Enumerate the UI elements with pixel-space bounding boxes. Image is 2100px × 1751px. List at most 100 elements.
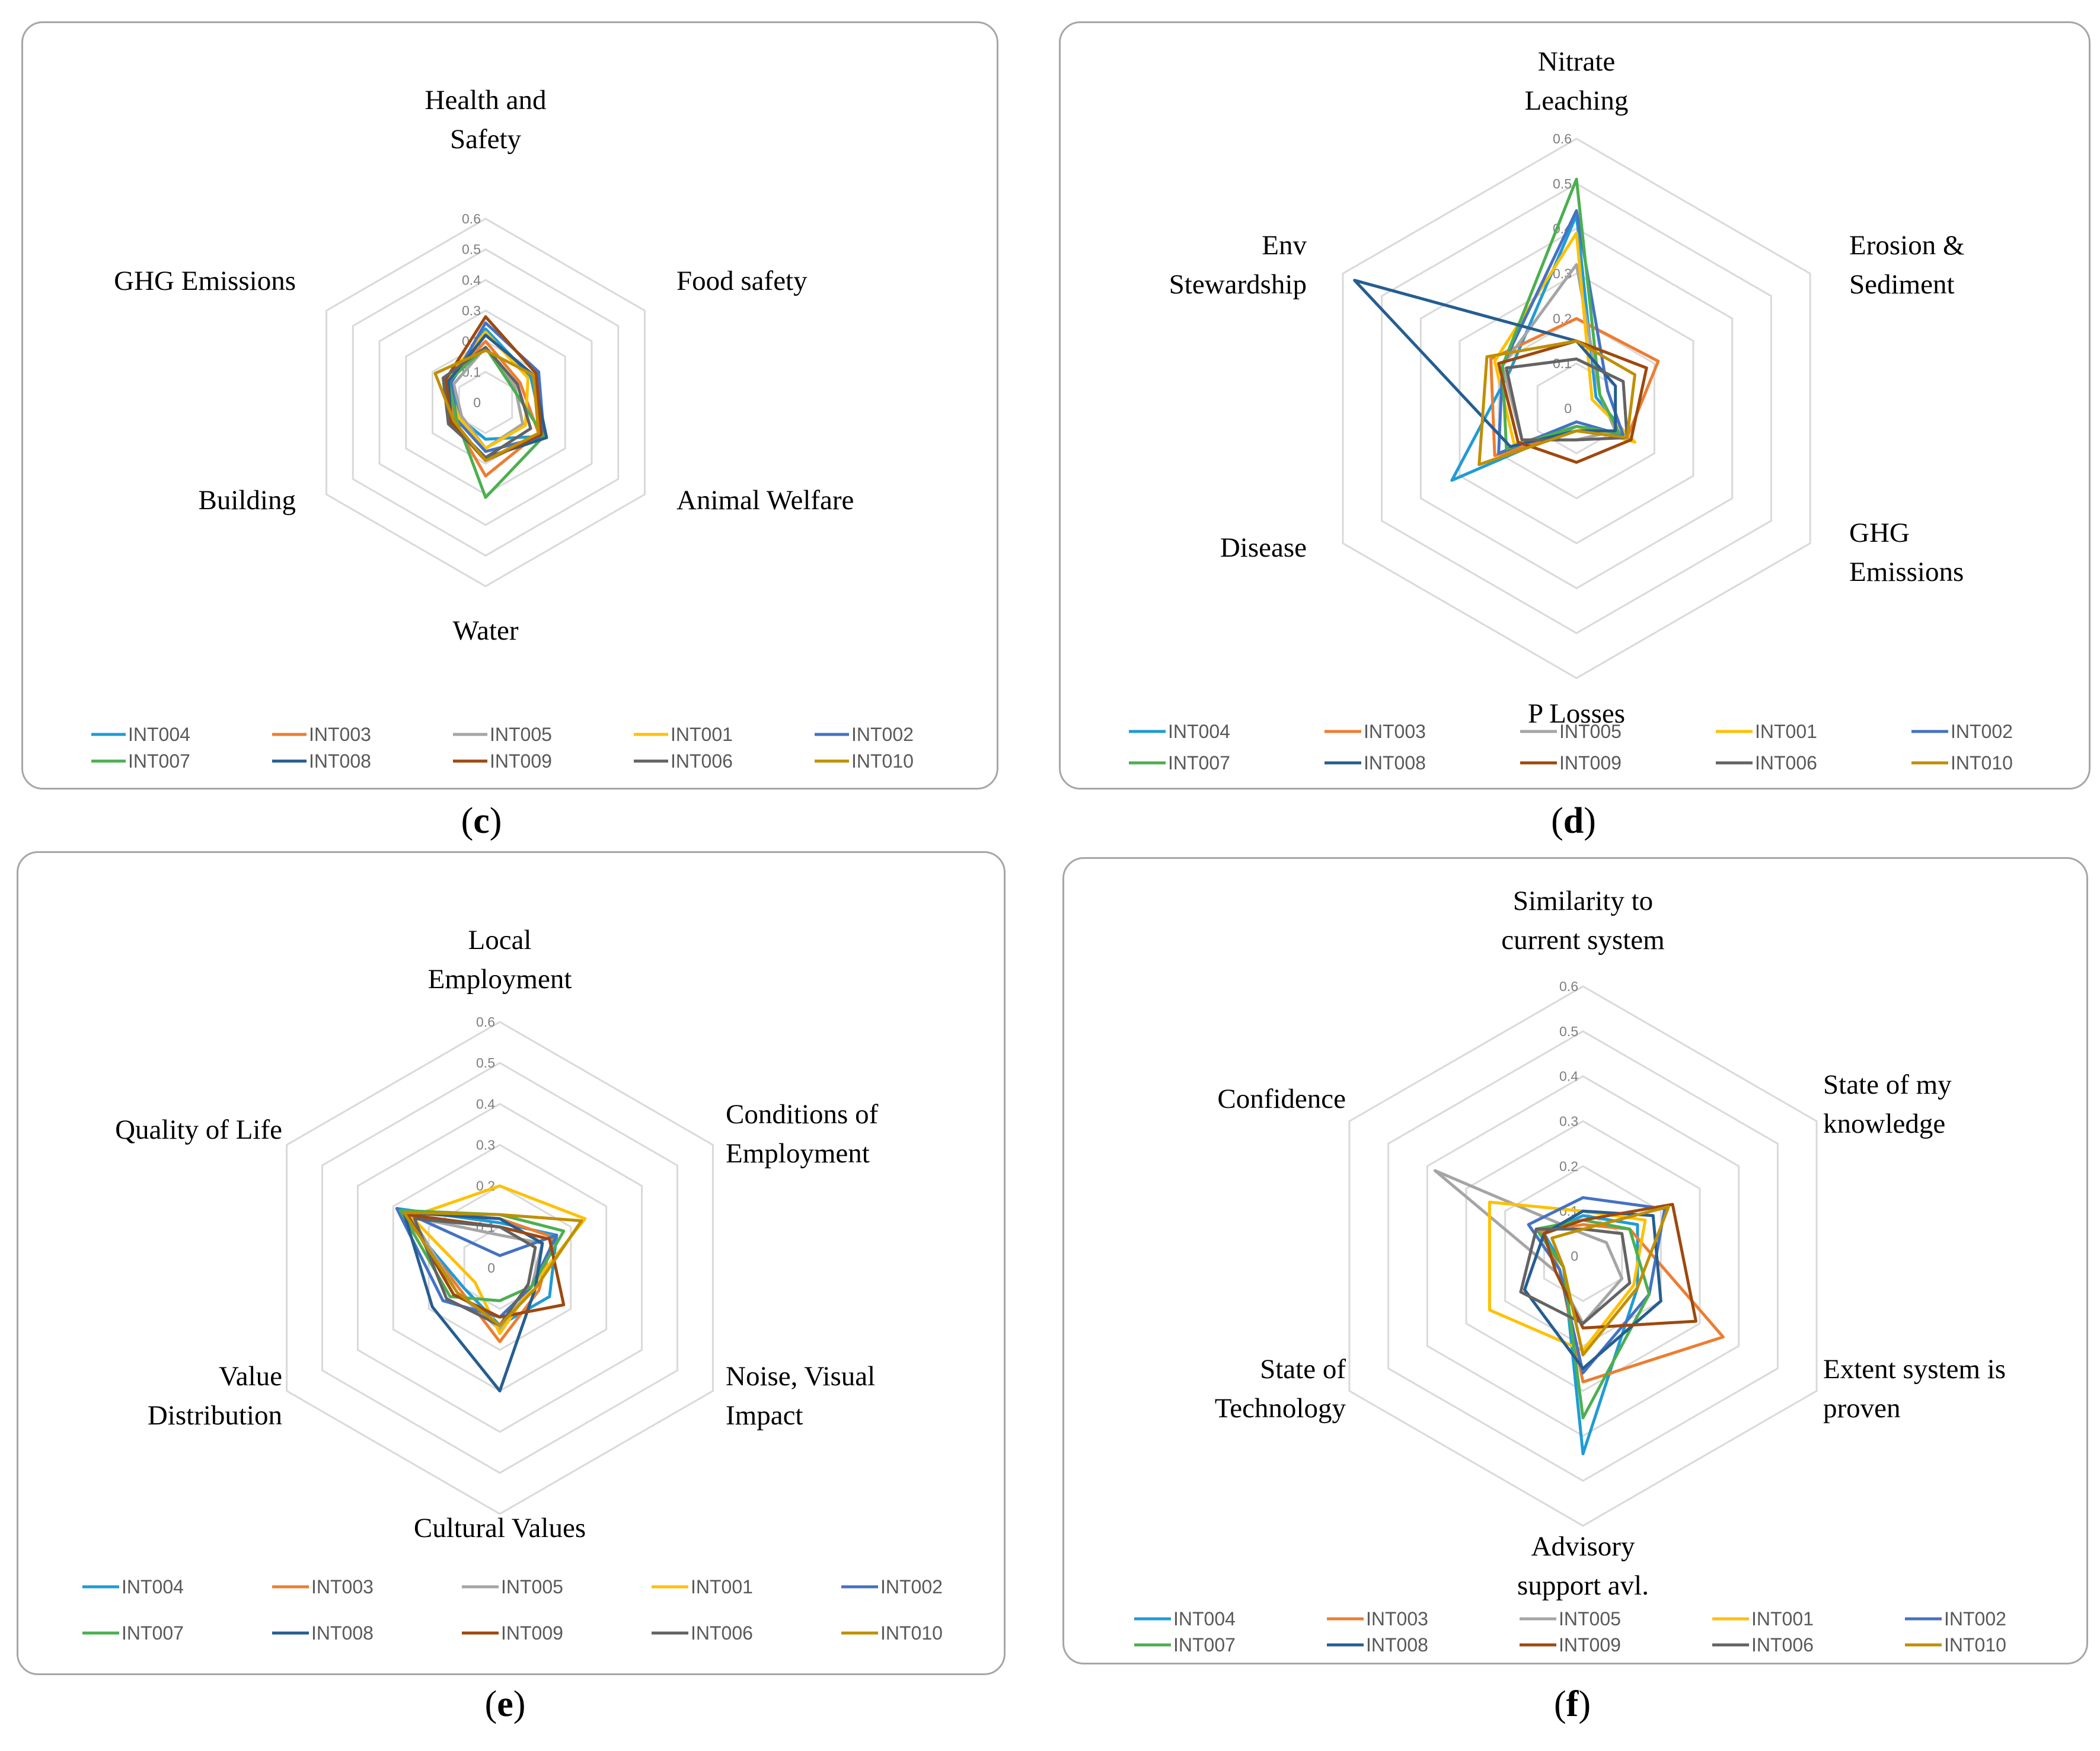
axis-label-conditions-of-employment: Conditions of Employment xyxy=(726,1099,879,1169)
caption-e: (e) xyxy=(484,1684,526,1724)
tick-label: 0.4 xyxy=(462,272,481,287)
tick-label: 0.3 xyxy=(476,1137,495,1153)
grid-ring xyxy=(1426,1075,1740,1437)
legend-label: INT006 xyxy=(691,1622,753,1644)
tick-label: 0.6 xyxy=(462,211,481,226)
legend-label: INT002 xyxy=(1951,721,2013,742)
grid-ring xyxy=(378,279,593,526)
tick-label: 0.4 xyxy=(1559,1069,1578,1084)
grid-ring xyxy=(1381,183,1772,634)
axis-label-erosion-sediment: Erosion & Sediment xyxy=(1849,230,1965,300)
tick-label: 0.2 xyxy=(1559,1158,1578,1174)
legend-label: INT004 xyxy=(1173,1608,1236,1629)
legend-label: INT004 xyxy=(122,1576,184,1597)
legend-label: INT009 xyxy=(1559,1634,1621,1656)
legend-label: INT003 xyxy=(1364,721,1426,742)
grid-ring xyxy=(1458,272,1694,545)
legend-label: INT007 xyxy=(1173,1634,1236,1656)
legend-label: INT002 xyxy=(851,724,914,745)
tick-label: 0.5 xyxy=(1553,176,1572,191)
axis-label-cultural-values: Cultural Values xyxy=(414,1513,586,1544)
tick-label: 0 xyxy=(1571,1248,1578,1264)
legend-label: INT002 xyxy=(880,1576,943,1597)
grid-ring xyxy=(352,248,620,557)
axis-label-building: Building xyxy=(198,485,296,516)
series-group xyxy=(1353,177,1660,482)
series-int010 xyxy=(433,349,540,462)
axis-label-ghg-emissions: GHG Emissions xyxy=(1849,517,1964,587)
legend-label: INT007 xyxy=(1168,752,1230,774)
legend-label: INT004 xyxy=(128,724,190,745)
series-int009 xyxy=(1497,339,1648,464)
axis-label-state-of-technology: State of Technology xyxy=(1215,1354,1346,1424)
grid-ring xyxy=(1348,985,1818,1527)
axis-label-env-stewardship: Env Stewardship xyxy=(1169,230,1307,300)
axis-label-value-distribution: Value Distribution xyxy=(148,1361,282,1431)
legend-label: INT010 xyxy=(1944,1634,2006,1656)
legend-label: INT006 xyxy=(1751,1634,1814,1656)
legend-label: INT009 xyxy=(501,1622,563,1644)
tick-label: 0 xyxy=(473,395,481,410)
axis-label-water: Water xyxy=(452,615,518,646)
legend-label: INT007 xyxy=(122,1622,184,1644)
caption-d: (d) xyxy=(1551,801,1596,841)
series-group xyxy=(1433,1169,1725,1456)
legend-label: INT005 xyxy=(1559,721,1622,742)
grid-ring xyxy=(1387,1030,1779,1482)
tick-label: 0.6 xyxy=(1559,979,1578,994)
axis-label-similarity-to-current-system: Similarity to current system xyxy=(1501,886,1664,956)
tick-label: 0.3 xyxy=(462,303,481,318)
tick-label: 0.4 xyxy=(476,1096,495,1111)
legend-label: INT007 xyxy=(128,750,190,772)
axis-label-health-and-safety: Health and Safety xyxy=(425,85,547,155)
axis-label-nitrate-leaching: Nitrate Leaching xyxy=(1525,46,1629,116)
tick-label: 0.3 xyxy=(1559,1114,1578,1129)
legend-label: INT003 xyxy=(311,1576,374,1597)
legend-label: INT010 xyxy=(1951,752,2013,774)
legend-label: INT005 xyxy=(490,724,552,745)
legend: INT004 INT003 INT005 INT001 INT002 INT007 INT0… xyxy=(91,724,914,772)
legend-label: INT008 xyxy=(309,750,371,772)
legend-label: INT006 xyxy=(671,750,733,772)
legend-label: INT008 xyxy=(311,1622,374,1644)
legend-label: INT001 xyxy=(1751,1608,1814,1629)
legend: INT004 INT003 INT005 INT001 INT002 INT007 INT0… xyxy=(1129,721,2013,774)
axis-label-quality-of-life: Quality of Life xyxy=(115,1114,282,1145)
legend-label: INT003 xyxy=(309,724,371,745)
legend: INT004 INT003 INT005 INT001 INT002 INT007 INT0… xyxy=(82,1576,943,1644)
caption-f: (f) xyxy=(1554,1684,1591,1724)
axis-label-advisory-support-avl: Advisory support avl. xyxy=(1517,1531,1649,1601)
series-group xyxy=(433,315,548,499)
legend-label: INT006 xyxy=(1755,752,1817,774)
legend-label: INT005 xyxy=(1559,1608,1621,1629)
tick-label: 0.5 xyxy=(1559,1024,1578,1039)
caption-c: (c) xyxy=(461,801,502,841)
legend-label: INT009 xyxy=(490,750,552,772)
legend-label: INT005 xyxy=(501,1576,563,1597)
series-int007 xyxy=(1501,177,1621,450)
series-int007 xyxy=(398,1209,566,1302)
tick-label: 0 xyxy=(487,1260,495,1276)
series-int009 xyxy=(1542,1203,1697,1330)
panel-e: 0 0.1 0.2 0.3 0.4 0.5 0.6 Local Employment Condit… xyxy=(17,851,1006,1675)
legend-label: INT001 xyxy=(1755,721,1817,742)
legend-label: INT010 xyxy=(851,750,914,772)
series-group xyxy=(395,1184,587,1392)
panel-c: 0 0.1 0.2 0.3 0.4 0.5 0.6 Health and Safety Food … xyxy=(21,21,998,790)
series-int010 xyxy=(1477,339,1637,466)
axis-label-animal-welfare: Animal Welfare xyxy=(676,485,854,516)
grid-ring xyxy=(1465,1120,1701,1392)
axis-label-state-of-my-knowledge: State of my knowledge xyxy=(1823,1069,1952,1139)
grid-ring xyxy=(1504,1165,1662,1347)
grid-ring xyxy=(286,1021,714,1515)
axis-label-disease: Disease xyxy=(1220,532,1307,563)
tick-label: 0.1 xyxy=(1553,356,1572,371)
radar-grid xyxy=(325,218,646,587)
tick-label: 0.6 xyxy=(1553,131,1572,146)
grid-ring xyxy=(321,1062,679,1474)
legend-label: INT009 xyxy=(1559,752,1622,774)
grid-ring xyxy=(1342,138,1811,679)
